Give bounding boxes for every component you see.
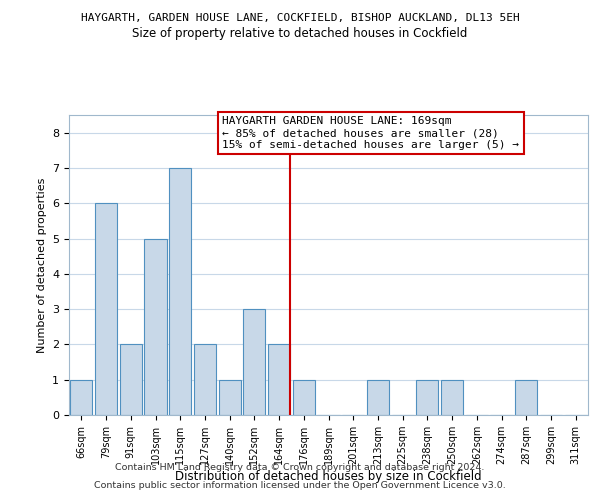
Bar [268,344,290,415]
Bar [95,203,117,415]
Text: Contains HM Land Registry data © Crown copyright and database right 2024.: Contains HM Land Registry data © Crown c… [115,464,485,472]
Bar [293,380,315,415]
Text: HAYGARTH, GARDEN HOUSE LANE, COCKFIELD, BISHOP AUCKLAND, DL13 5EH: HAYGARTH, GARDEN HOUSE LANE, COCKFIELD, … [80,12,520,22]
Bar [416,380,439,415]
Bar [119,344,142,415]
Bar [218,380,241,415]
Bar [145,238,167,415]
Bar [441,380,463,415]
Text: HAYGARTH GARDEN HOUSE LANE: 169sqm
← 85% of detached houses are smaller (28)
15%: HAYGARTH GARDEN HOUSE LANE: 169sqm ← 85%… [222,116,519,150]
Bar [169,168,191,415]
Bar [515,380,538,415]
Bar [243,309,265,415]
Bar [367,380,389,415]
Text: Size of property relative to detached houses in Cockfield: Size of property relative to detached ho… [133,28,467,40]
Y-axis label: Number of detached properties: Number of detached properties [37,178,47,352]
Bar [194,344,216,415]
Text: Contains public sector information licensed under the Open Government Licence v3: Contains public sector information licen… [94,481,506,490]
X-axis label: Distribution of detached houses by size in Cockfield: Distribution of detached houses by size … [175,470,482,483]
Bar [70,380,92,415]
